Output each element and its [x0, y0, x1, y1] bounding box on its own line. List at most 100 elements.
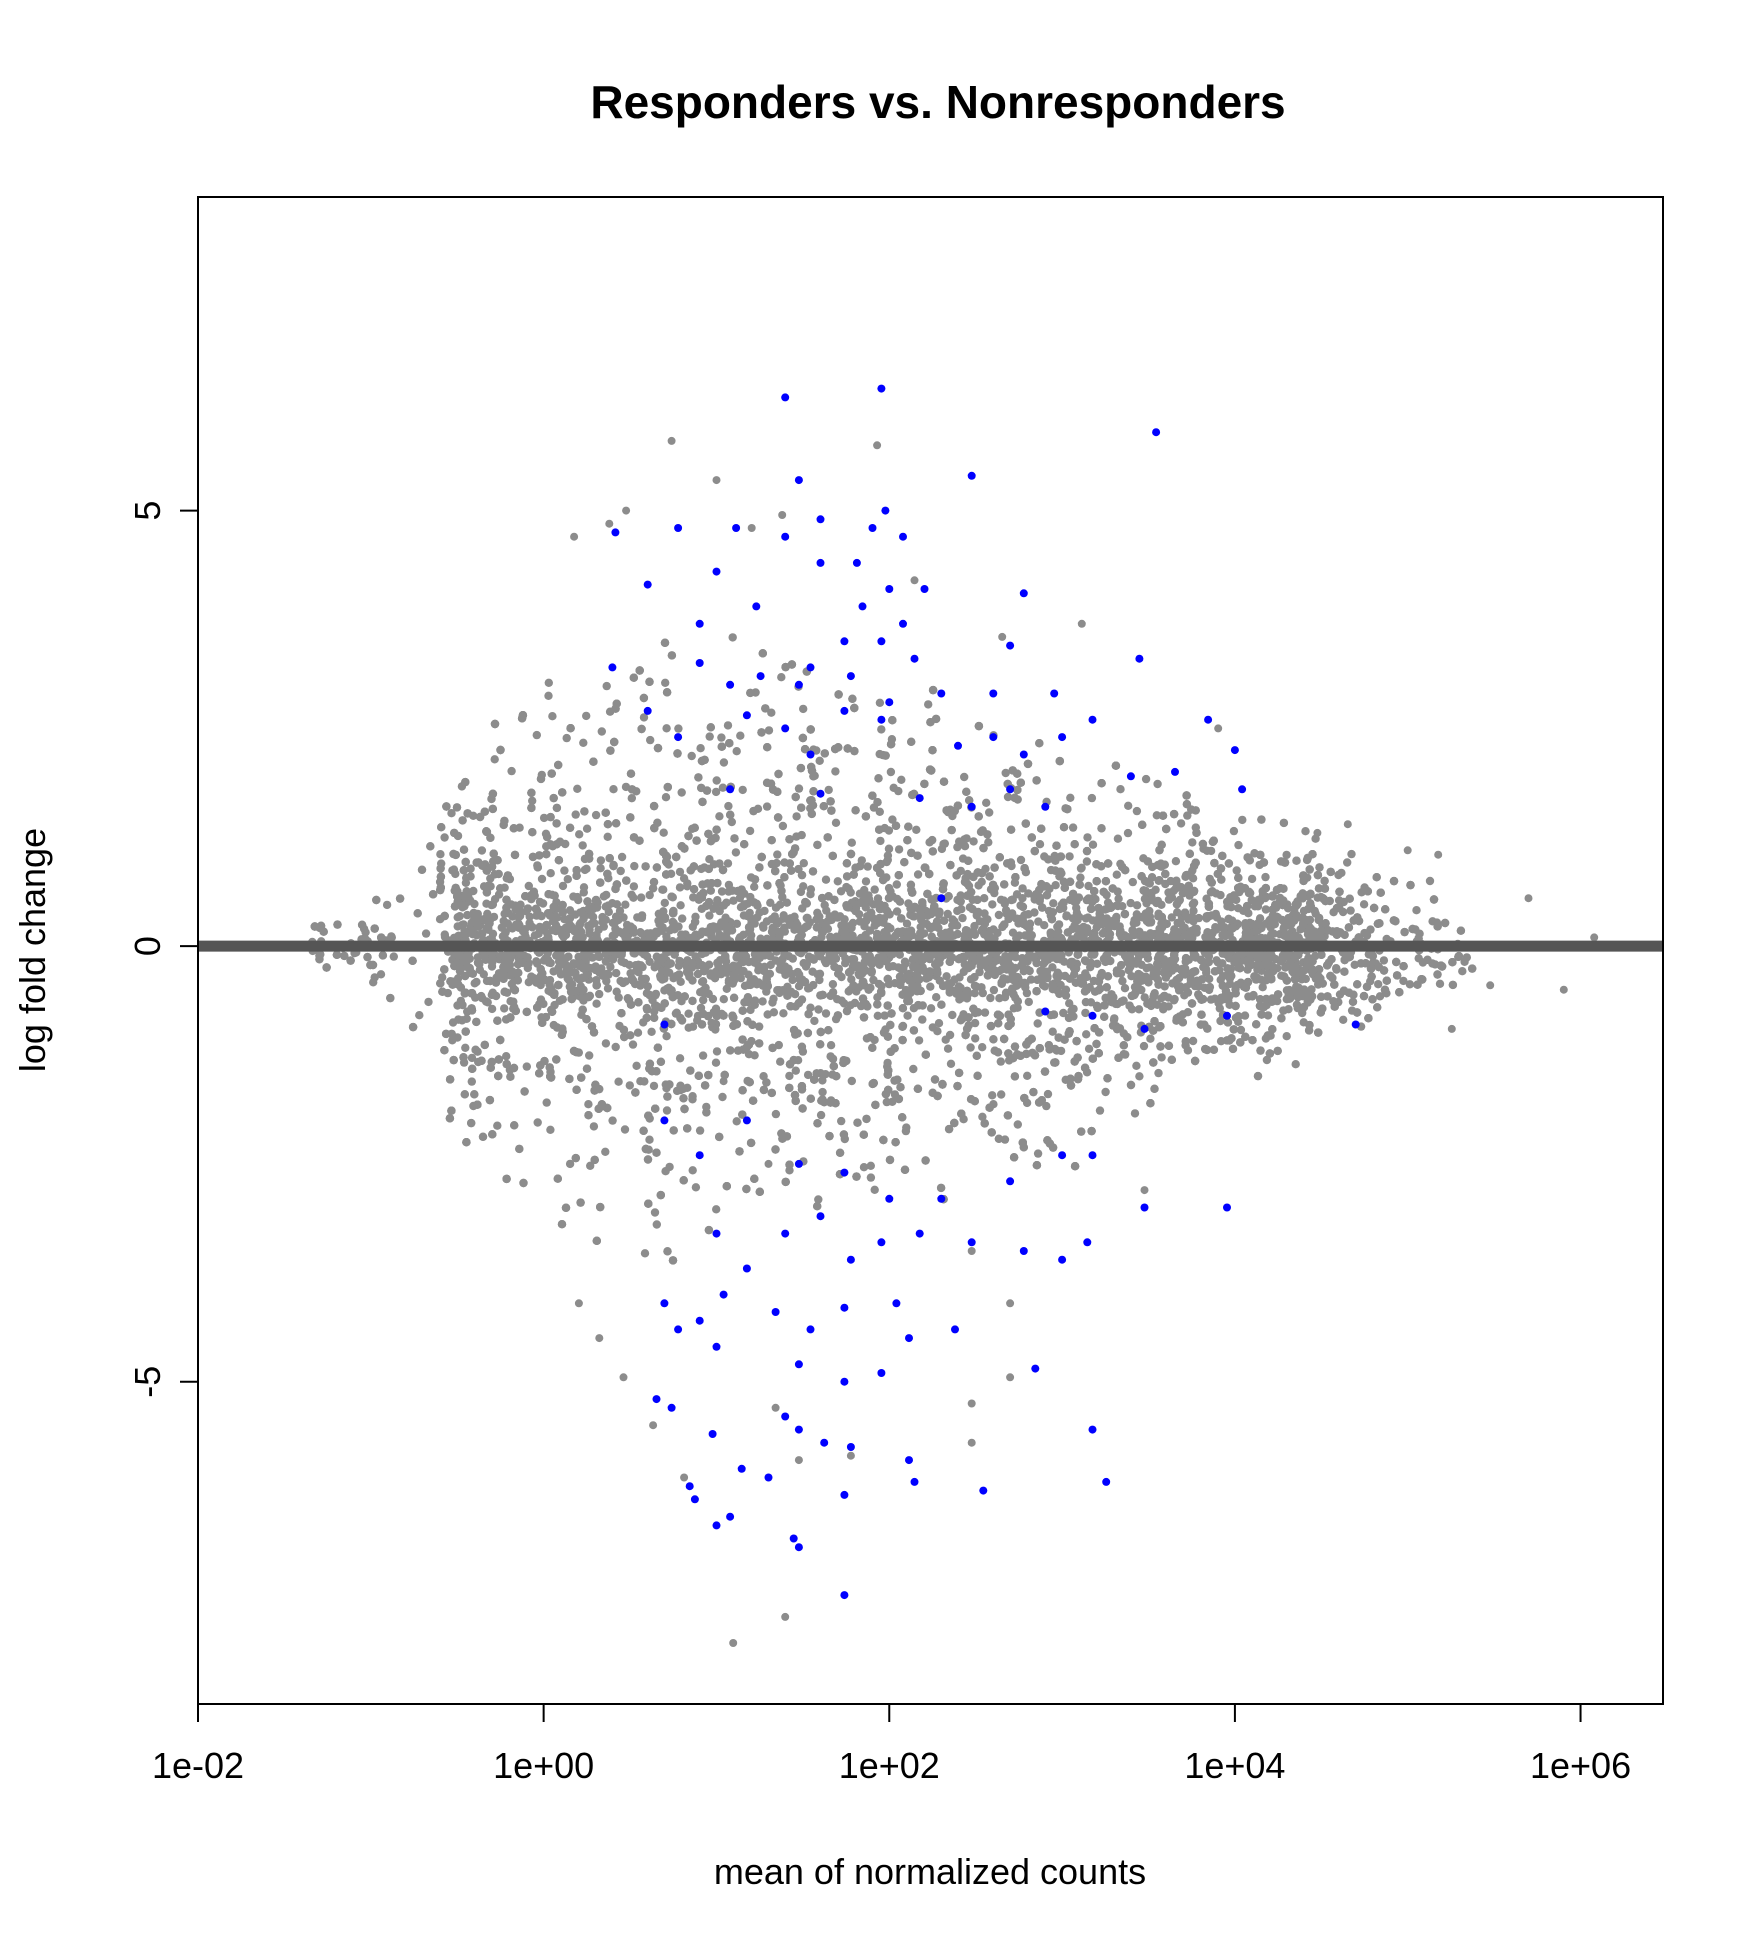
- data-point: [471, 1045, 480, 1055]
- data-point: [1097, 779, 1106, 788]
- data-point: [1216, 864, 1226, 873]
- data-point: [546, 840, 555, 849]
- data-point: [315, 951, 324, 960]
- data-point: [1082, 846, 1092, 856]
- data-point: [1103, 859, 1113, 868]
- data-point: [527, 803, 536, 813]
- data-point: [1248, 1036, 1257, 1045]
- data-point: [612, 699, 621, 708]
- data-point: [966, 1095, 976, 1104]
- data-point: [731, 848, 741, 857]
- data-point: [1238, 815, 1247, 825]
- data-point: [561, 1203, 571, 1213]
- data-point: [738, 1086, 747, 1095]
- data-point: [894, 786, 903, 796]
- data-point: [882, 1097, 891, 1107]
- data-point: [892, 907, 902, 916]
- data-point: [1336, 928, 1345, 937]
- data-point: [1323, 926, 1333, 935]
- data-point: [1256, 1046, 1265, 1055]
- data-point: [1097, 824, 1106, 833]
- data-point: [766, 779, 776, 788]
- data-point: [1229, 826, 1239, 836]
- data-point: [572, 866, 581, 875]
- data-point: [555, 837, 565, 846]
- data-point: [642, 1013, 651, 1023]
- data-point: [461, 1027, 470, 1036]
- data-point: [1234, 840, 1243, 850]
- data-point: [797, 803, 806, 812]
- data-point: [763, 881, 772, 890]
- data-point: [502, 1174, 511, 1184]
- data-point: [1030, 1051, 1040, 1060]
- data-point: [1043, 1136, 1052, 1145]
- data-point: [1392, 957, 1401, 967]
- data-point: [758, 997, 767, 1006]
- data-point: [1374, 962, 1383, 972]
- data-point: [1347, 849, 1356, 859]
- data-point: [449, 865, 459, 874]
- data-point: [1198, 839, 1208, 849]
- data-point: [669, 1126, 678, 1135]
- data-point: [757, 852, 766, 862]
- data-point: [759, 1085, 769, 1095]
- data-point: [755, 1039, 764, 1048]
- data-point: [722, 1182, 731, 1191]
- data-point: [370, 973, 379, 982]
- data-point: [726, 810, 735, 819]
- data-point: [698, 880, 707, 889]
- data-point: [902, 919, 912, 928]
- data-point: [1343, 858, 1352, 867]
- data-point: [785, 835, 794, 844]
- data-point: [1048, 1143, 1058, 1152]
- data-point: [847, 838, 856, 847]
- data-point: [1315, 863, 1324, 872]
- data-point: [680, 844, 689, 853]
- data-point: [448, 1036, 457, 1045]
- data-point: [580, 807, 589, 816]
- data-point: [571, 1153, 580, 1163]
- data-point: [700, 1081, 710, 1090]
- data-point: [786, 866, 796, 875]
- data-point: [740, 840, 749, 849]
- data-point: [945, 1030, 955, 1040]
- data-point: [1033, 1149, 1043, 1158]
- data-point: [376, 970, 386, 979]
- data-point: [1113, 1024, 1122, 1034]
- data-point: [1075, 880, 1084, 889]
- data-point: [928, 746, 937, 755]
- data-point: [1066, 793, 1075, 802]
- data-point: [478, 1132, 488, 1142]
- data-point: [488, 804, 497, 814]
- data-point: [1257, 815, 1266, 824]
- data-point: [898, 1113, 907, 1122]
- data-point: [914, 1036, 924, 1045]
- data-point: [1030, 846, 1040, 856]
- data-point: [806, 725, 815, 734]
- data-point: [996, 1057, 1005, 1066]
- data-point: [616, 866, 625, 876]
- data-point: [632, 1061, 641, 1071]
- data-point: [626, 813, 635, 822]
- data-point: [1044, 1041, 1054, 1050]
- data-point: [641, 1144, 651, 1154]
- data-point: [499, 820, 508, 830]
- data-point: [461, 857, 470, 867]
- data-point: [888, 716, 897, 725]
- data-point: [806, 1094, 815, 1103]
- data-point: [596, 856, 606, 865]
- data-point: [1055, 756, 1065, 766]
- data-point: [817, 1096, 826, 1105]
- data-point: [815, 756, 824, 765]
- data-point: [1433, 922, 1442, 931]
- data-point: [886, 1047, 895, 1057]
- data-point: [627, 785, 637, 794]
- data-point: [698, 1051, 708, 1060]
- data-point: [656, 1057, 666, 1067]
- data-point: [633, 1028, 643, 1037]
- data-point: [565, 1074, 574, 1084]
- data-point: [611, 1042, 620, 1052]
- data-point: [704, 1225, 714, 1235]
- data-point: [759, 1072, 768, 1081]
- data-point: [711, 833, 720, 843]
